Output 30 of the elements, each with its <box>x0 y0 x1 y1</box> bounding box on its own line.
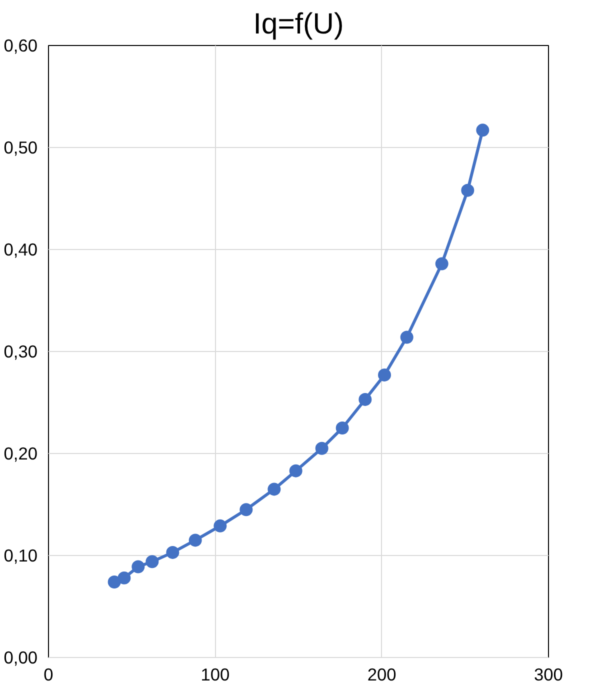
point <box>336 422 349 434</box>
x-tick-label: 200 <box>367 664 396 684</box>
x-tick-label: 100 <box>200 664 230 684</box>
point <box>268 482 281 496</box>
point <box>188 534 202 547</box>
point <box>166 546 180 559</box>
y-tick-label: 0,60 <box>4 36 38 56</box>
y-tick-label: 0,20 <box>4 444 38 464</box>
chart-title: Iq=f(U) <box>253 8 344 40</box>
y-tick-label: 0,00 <box>4 648 38 668</box>
point <box>214 519 227 532</box>
point <box>476 124 490 137</box>
x-tick-label: 0 <box>44 664 54 684</box>
point <box>146 555 159 568</box>
point <box>240 503 253 516</box>
point <box>435 257 448 270</box>
y-tick-label: 0,40 <box>4 240 38 260</box>
point <box>378 368 391 382</box>
point <box>461 184 474 197</box>
point <box>108 576 121 589</box>
x-tick-label: 300 <box>534 664 563 684</box>
y-tick-label: 0,30 <box>4 342 38 362</box>
point <box>358 392 372 406</box>
y-tick-label: 0,10 <box>4 546 38 566</box>
point <box>118 571 131 584</box>
point <box>400 330 414 344</box>
point <box>289 464 302 478</box>
point <box>132 560 145 574</box>
point <box>315 442 328 455</box>
y-tick-label: 0,50 <box>4 138 38 158</box>
